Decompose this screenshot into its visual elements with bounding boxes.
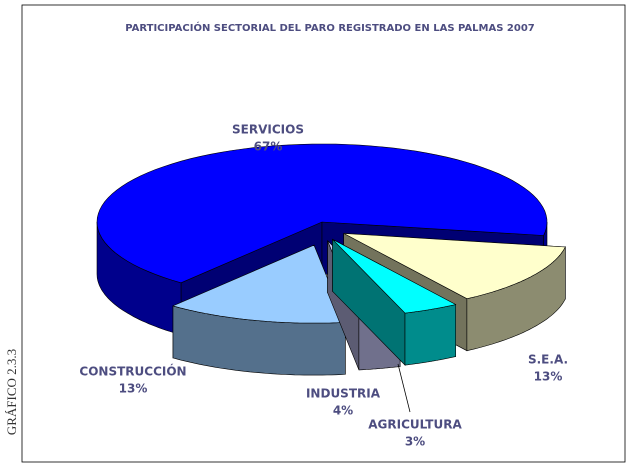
slice-label: AGRICULTURA [368,418,462,432]
slice-label: SERVICIOS [232,123,304,137]
slice-value-label: 3% [405,435,425,449]
slice [343,233,566,300]
slice-label: CONSTRUCCIÓN [79,364,186,379]
slice [332,239,457,314]
side-label: GRÁFICO 2.3.3 [4,349,19,435]
chart-frame [21,4,626,463]
pie [96,143,566,376]
slice-value-label: 13% [119,382,148,396]
slice [172,244,346,324]
leader-line [397,363,411,413]
slice-value-label: 4% [333,404,353,418]
slice-wall [404,304,456,366]
slice-value-label: 13% [534,370,563,384]
slice-value-label: 67% [254,140,283,154]
slice-label: S.E.A. [528,353,568,367]
slice [96,143,548,284]
slice-label: INDUSTRIA [306,387,381,401]
chart-title: PARTICIPACIÓN SECTORIAL DEL PARO REGISTR… [125,21,535,34]
